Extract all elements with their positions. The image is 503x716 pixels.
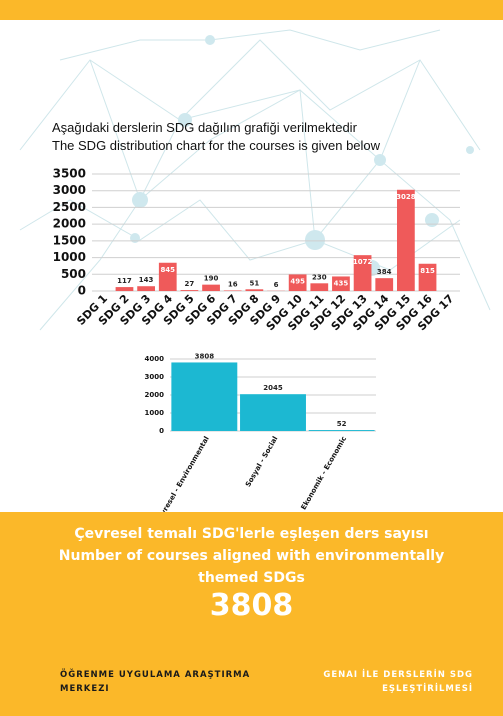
x-tick-label: Sosyal - Social (244, 435, 279, 488)
data-label: 190 (204, 275, 219, 283)
bar (158, 262, 177, 291)
bar (180, 290, 199, 291)
summary-panel: Çevresel temalı SDG'lerle eşleşen ders s… (0, 512, 503, 716)
y-tick-label: 4000 (145, 355, 165, 363)
y-tick-label: 500 (61, 267, 86, 281)
chart: 0 1000 2000 3000 4000 Çevresel - Environmenta… (145, 352, 376, 512)
bar (223, 290, 242, 291)
bar (137, 286, 155, 291)
data-label: 384 (377, 268, 392, 276)
bar (245, 289, 264, 291)
bar (115, 287, 134, 291)
bar (375, 278, 394, 291)
bar (240, 394, 306, 431)
data-label: 495 (290, 277, 305, 285)
bar (332, 276, 350, 291)
data-label: 143 (139, 276, 154, 284)
chart-subtitle: The SDG distribution chart for the cours… (52, 138, 381, 153)
panel-text: Number of courses aligned with environme… (58, 548, 445, 564)
y-tick-label: 1500 (53, 233, 86, 247)
data-label: 845 (160, 266, 175, 274)
data-label: 815 (420, 267, 435, 275)
bar (310, 283, 329, 291)
data-label: 2045 (263, 384, 283, 392)
y-tick-label: 3000 (53, 183, 86, 197)
footer-text: ÖĞRENME UYGULAMA ARAŞTIRMA (60, 670, 251, 680)
data-label: 51 (249, 279, 259, 287)
y-tick-label: 3500 (53, 167, 86, 181)
data-label: 1072 (353, 258, 373, 266)
y-tick-label: 0 (78, 284, 86, 298)
x-tick-label: Çevresel - Environmental (154, 435, 211, 512)
data-label: 52 (337, 420, 347, 428)
data-label: 230 (312, 273, 327, 281)
panel-text: themed SDGs (198, 570, 305, 586)
bar (288, 274, 307, 291)
data-label: 3028 (396, 193, 416, 201)
bar (171, 362, 238, 431)
bar (308, 430, 375, 431)
footer-text: EŞLEŞTİRİLMESİ (382, 684, 473, 694)
bar (202, 284, 220, 291)
data-label: 3808 (195, 352, 215, 360)
data-label: 16 (228, 280, 238, 288)
panel-value: 3808 (209, 588, 294, 623)
panel-text: Çevresel temalı SDG'lerle eşleşen ders s… (74, 526, 429, 542)
footer-text: MERKEZI (60, 684, 110, 694)
y-tick-label: 3000 (145, 373, 165, 381)
y-tick-label: 2000 (145, 391, 165, 399)
data-label: 6 (274, 281, 279, 289)
y-tick-label: 1000 (145, 409, 165, 417)
network-bg (19, 29, 491, 331)
data-label: 27 (185, 280, 195, 288)
y-tick-label: 2000 (53, 217, 86, 231)
data-label: 435 (334, 279, 349, 287)
y-tick-label: 0 (159, 427, 164, 435)
bar (353, 255, 372, 291)
x-tick-label: Ekonomik - Economic (300, 435, 349, 511)
chart-title: Aşağıdaki derslerin SDG dağılım grafiği … (52, 120, 357, 135)
y-tick-label: 2500 (53, 200, 86, 214)
footer-text: GENAI İLE DERSLERİN SDG (323, 670, 473, 680)
data-label: 117 (117, 277, 132, 285)
y-tick-label: 1000 (53, 250, 86, 264)
top-bar (0, 0, 503, 20)
bar (397, 189, 415, 291)
bar (418, 263, 437, 291)
